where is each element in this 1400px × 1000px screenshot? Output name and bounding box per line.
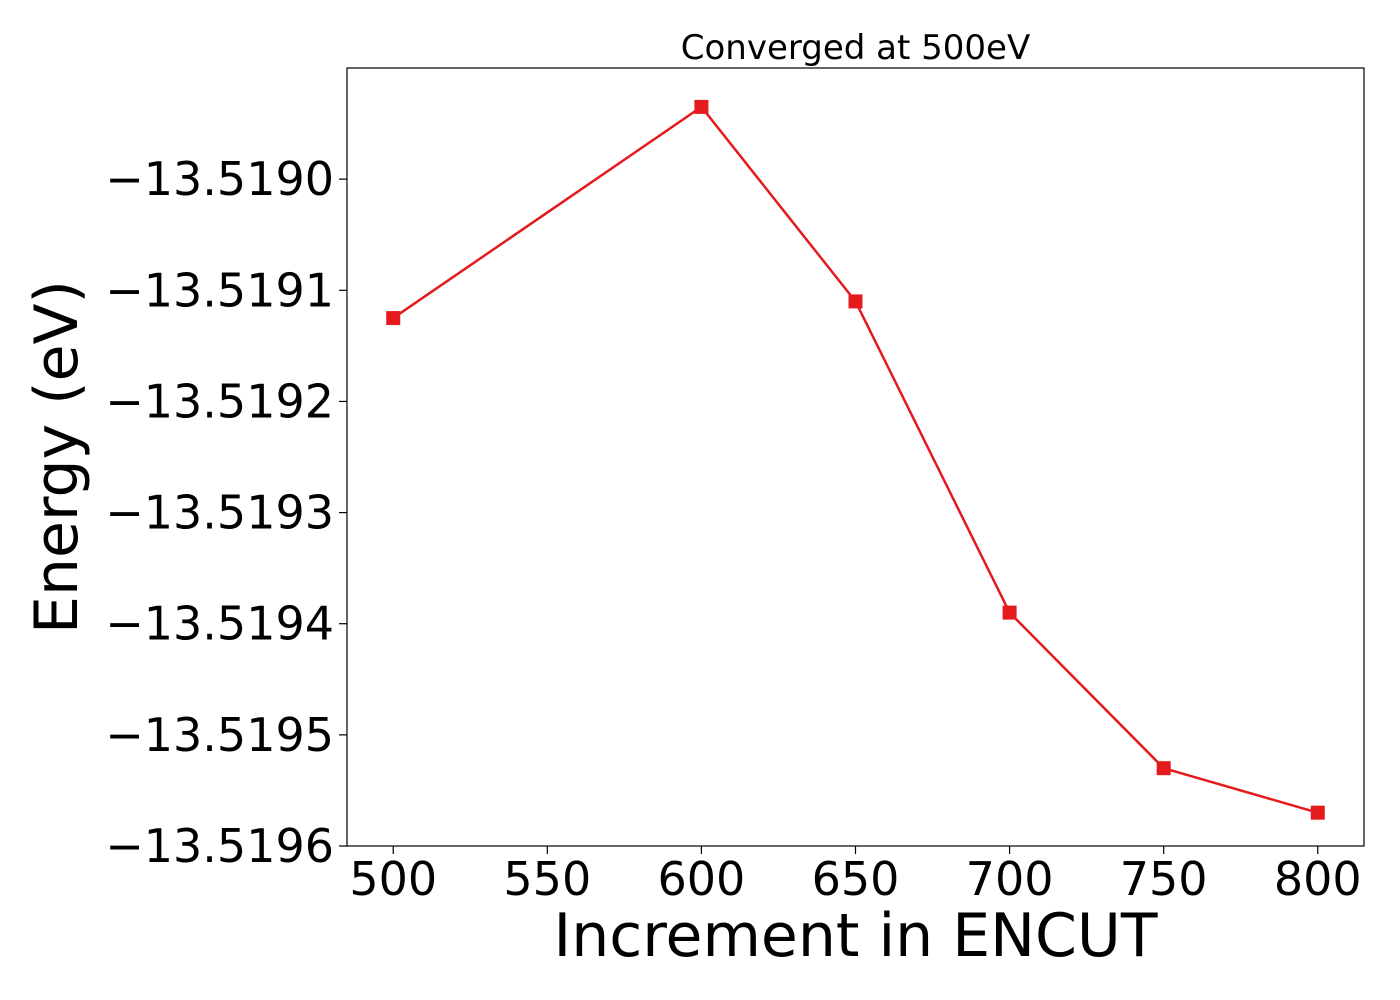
y-tick-label: −13.5195: [105, 708, 334, 762]
chart-title: Converged at 500eV: [681, 28, 1030, 68]
x-tick-label: 800: [1274, 852, 1362, 906]
x-tick-label: 650: [812, 852, 900, 906]
y-tick-label: −13.5193: [105, 486, 334, 540]
plot-area-frame: [346, 67, 1365, 847]
y-axis-ticks: −13.5190 −13.5191 −13.5192 −13.5193 −13.5194…: [105, 152, 347, 873]
y-tick-label: −13.5196: [105, 819, 334, 873]
x-tick-label: 700: [966, 852, 1054, 906]
x-tick-label: 750: [1120, 852, 1208, 906]
y-tick-label: −13.5190: [105, 152, 334, 206]
x-tick-label: 600: [658, 852, 746, 906]
data-point-marker: [848, 294, 863, 309]
data-point-marker: [1002, 605, 1017, 620]
y-axis-label: Energy (eV): [22, 280, 92, 634]
y-tick-label: −13.5194: [105, 597, 334, 651]
series-layer: [386, 99, 1325, 820]
y-tick-label: −13.5192: [105, 374, 334, 428]
series-line: [392, 105, 1319, 814]
x-tick-label: 500: [349, 852, 437, 906]
x-tick-label: 550: [503, 852, 591, 906]
data-point-marker: [386, 311, 401, 326]
data-point-marker: [1156, 761, 1171, 776]
data-point-marker: [1310, 805, 1325, 820]
x-axis-ticks: 500 550 600 650 700 750 800: [349, 846, 1362, 906]
y-tick-label: −13.5191: [105, 263, 334, 317]
data-point-marker: [694, 99, 709, 114]
x-axis-label: Increment in ENCUT: [554, 901, 1158, 971]
